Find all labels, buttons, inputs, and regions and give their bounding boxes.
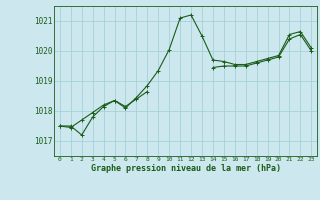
X-axis label: Graphe pression niveau de la mer (hPa): Graphe pression niveau de la mer (hPa) [91, 164, 281, 173]
